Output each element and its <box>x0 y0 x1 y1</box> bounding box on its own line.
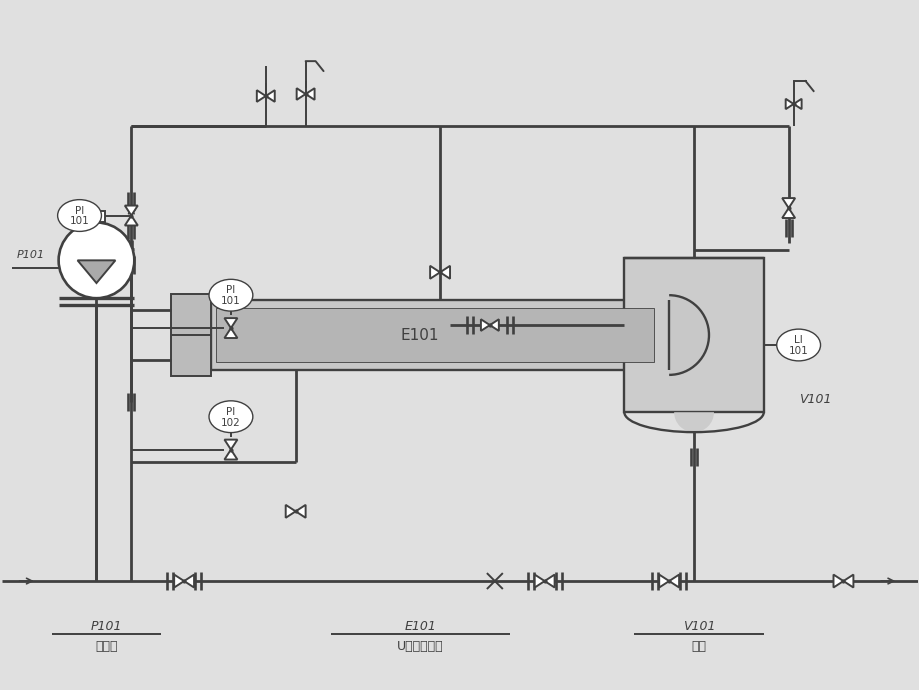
Ellipse shape <box>209 401 253 433</box>
Polygon shape <box>781 208 794 218</box>
Polygon shape <box>224 440 237 450</box>
Polygon shape <box>77 260 115 283</box>
Polygon shape <box>785 99 793 109</box>
Polygon shape <box>286 505 295 518</box>
Polygon shape <box>781 198 794 208</box>
Polygon shape <box>266 90 275 102</box>
Ellipse shape <box>776 329 820 361</box>
Text: PI: PI <box>226 406 235 417</box>
Polygon shape <box>534 575 544 587</box>
Polygon shape <box>125 206 138 215</box>
Text: 储罐: 储罐 <box>691 640 706 653</box>
Polygon shape <box>305 88 314 100</box>
Polygon shape <box>184 575 194 587</box>
FancyBboxPatch shape <box>624 258 763 412</box>
Polygon shape <box>125 215 138 226</box>
FancyBboxPatch shape <box>210 300 668 370</box>
Wedge shape <box>668 295 709 375</box>
Polygon shape <box>489 319 498 331</box>
Polygon shape <box>668 575 678 587</box>
Text: PI: PI <box>74 206 84 215</box>
Text: PI: PI <box>226 285 235 295</box>
Polygon shape <box>439 266 449 279</box>
Polygon shape <box>256 90 266 102</box>
Polygon shape <box>843 575 853 587</box>
Text: P101: P101 <box>91 620 122 633</box>
Polygon shape <box>296 88 305 100</box>
Text: E101: E101 <box>401 328 439 342</box>
Polygon shape <box>481 319 489 331</box>
FancyBboxPatch shape <box>87 210 106 222</box>
Circle shape <box>59 222 134 298</box>
Polygon shape <box>295 505 305 518</box>
Text: E101: E101 <box>403 620 436 633</box>
Polygon shape <box>833 575 843 587</box>
Polygon shape <box>430 266 439 279</box>
Text: V101: V101 <box>682 620 714 633</box>
Text: U型管换热器: U型管换热器 <box>396 640 443 653</box>
Text: 102: 102 <box>221 417 241 428</box>
Polygon shape <box>174 575 184 587</box>
Text: 101: 101 <box>70 217 89 226</box>
Text: 101: 101 <box>788 346 808 356</box>
Text: V101: V101 <box>798 393 830 406</box>
Polygon shape <box>544 575 554 587</box>
FancyBboxPatch shape <box>216 308 653 362</box>
FancyBboxPatch shape <box>171 294 210 376</box>
Ellipse shape <box>58 199 101 231</box>
Text: 离心泵: 离心泵 <box>95 640 118 653</box>
Text: 101: 101 <box>221 296 241 306</box>
Polygon shape <box>793 99 800 109</box>
Polygon shape <box>659 575 668 587</box>
Text: LI: LI <box>793 335 802 345</box>
Polygon shape <box>224 450 237 460</box>
Ellipse shape <box>209 279 253 311</box>
Polygon shape <box>224 328 237 338</box>
Text: P101: P101 <box>17 250 45 260</box>
Wedge shape <box>674 412 713 432</box>
Polygon shape <box>224 318 237 328</box>
